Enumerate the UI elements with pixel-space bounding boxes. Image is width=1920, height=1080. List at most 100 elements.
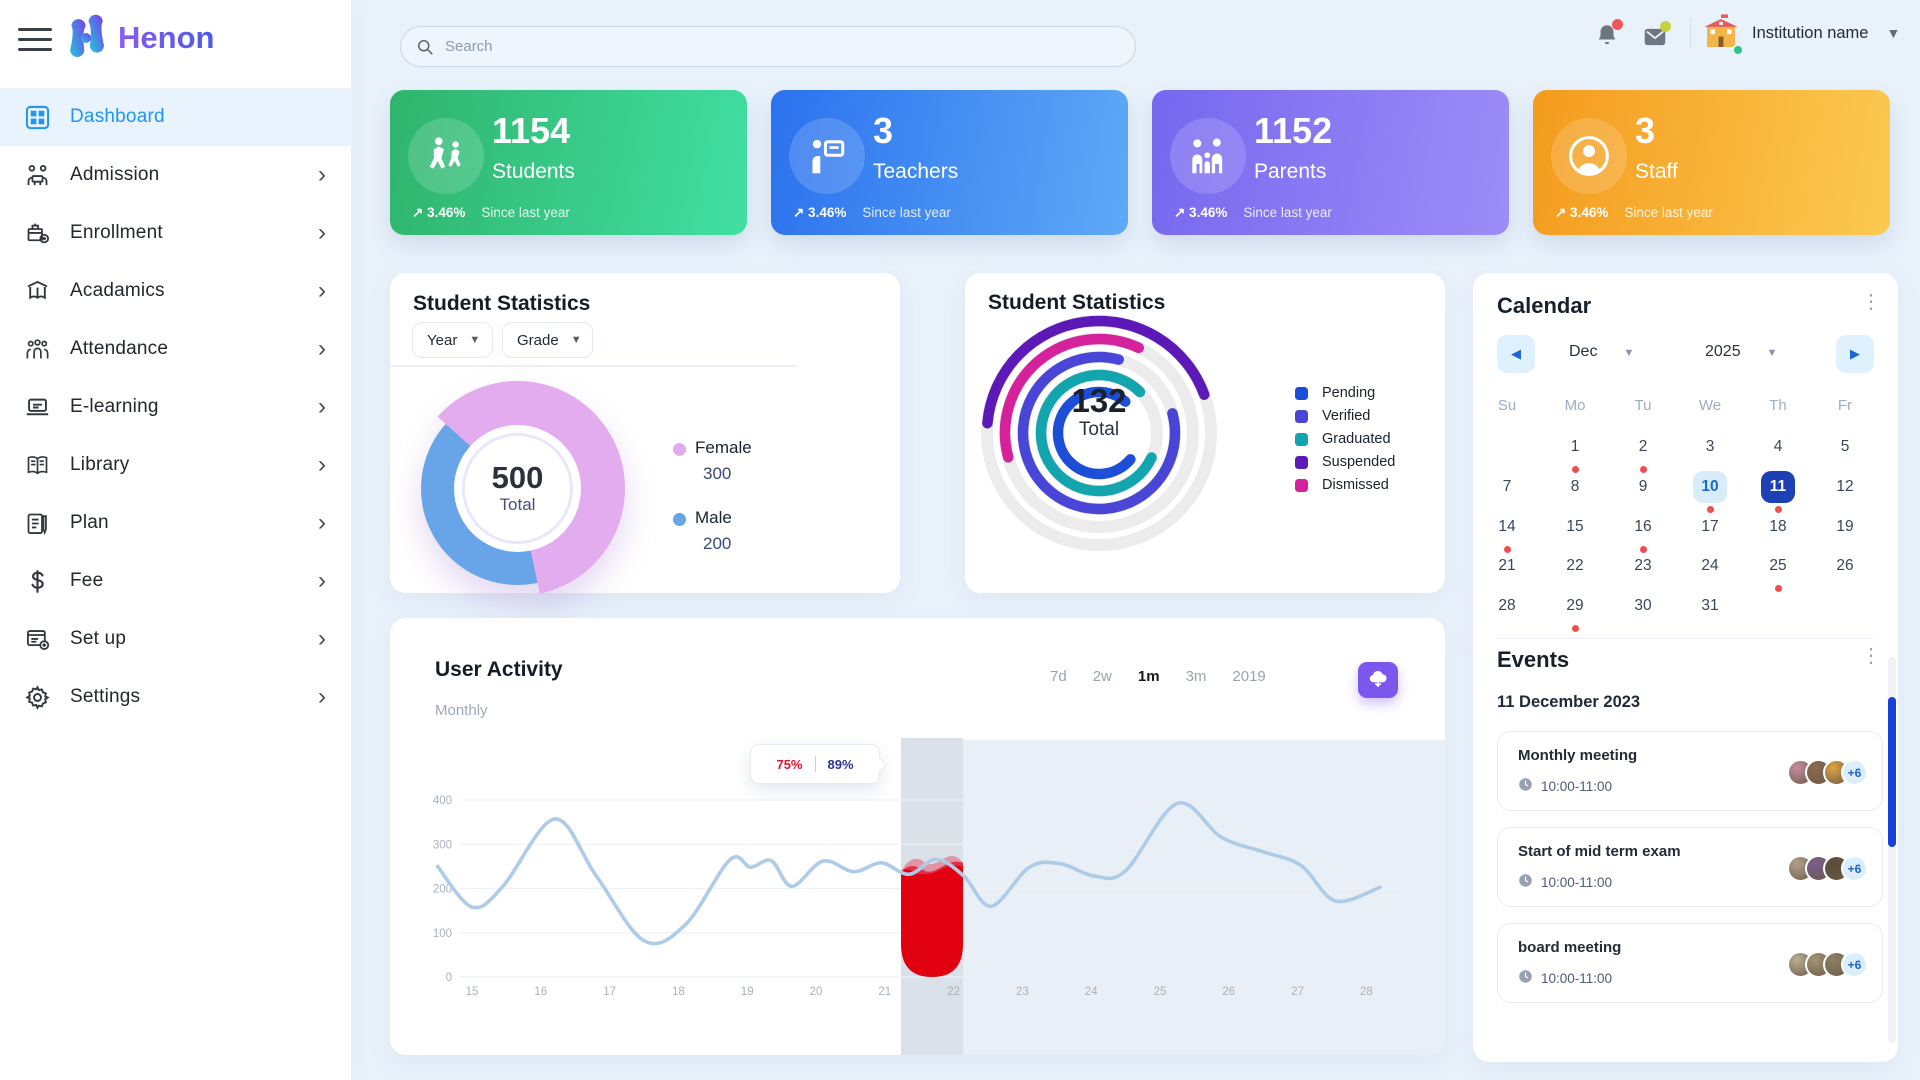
- sidebar-nav: Dashboard Admission › Enrollment › Acadamics ›…: [0, 88, 352, 726]
- sidebar-item-admission[interactable]: Admission ›: [0, 146, 352, 204]
- x-tick-label: 26: [1222, 986, 1235, 998]
- legend-swatch: [1295, 432, 1308, 446]
- calendar-day-5[interactable]: 5: [1840, 438, 1850, 455]
- stat-card-parents[interactable]: 1152 Parents ↗ 3.46% Since last year: [1152, 90, 1509, 235]
- calendar-day-22[interactable]: 22: [1566, 557, 1584, 574]
- calendar-day-19[interactable]: 19: [1836, 518, 1854, 535]
- event-dot: [1571, 466, 1579, 473]
- calendar-day-8[interactable]: 8: [1570, 478, 1580, 495]
- event-time: 10:00-11:00: [1518, 873, 1612, 891]
- sidebar-item-fee[interactable]: Fee ›: [0, 552, 352, 610]
- x-tick-label: 22: [947, 986, 960, 998]
- range-1m[interactable]: 1m: [1137, 668, 1160, 685]
- sidebar-item-set-up[interactable]: Set up ›: [0, 610, 352, 668]
- stat-delta: ↗ 3.46%: [412, 205, 466, 220]
- calendar-day-12[interactable]: 12: [1836, 478, 1854, 495]
- range-2w[interactable]: 2w: [1092, 668, 1112, 685]
- calendar-day-26[interactable]: 26: [1836, 557, 1854, 574]
- legend-value: 200: [703, 534, 732, 553]
- calendar-day-14[interactable]: 14: [1498, 518, 1516, 535]
- sidebar-item-acadamics[interactable]: Acadamics ›: [0, 262, 352, 320]
- calendar-day-7[interactable]: 7: [1502, 478, 1512, 495]
- selected-day-bar: [901, 861, 963, 977]
- sidebar-item-attendance[interactable]: Attendance ›: [0, 320, 352, 378]
- messages-mail-icon[interactable]: [1642, 21, 1671, 55]
- calendar-day-11[interactable]: 11: [1761, 471, 1795, 503]
- calendar-day-2[interactable]: 2: [1638, 438, 1648, 455]
- range-2019[interactable]: 2019: [1232, 668, 1266, 685]
- calendar-day-4[interactable]: 4: [1773, 438, 1783, 455]
- stat-footer: ↗ 3.46% Since last year: [1174, 205, 1332, 221]
- sidebar-item-label: Settings: [70, 686, 141, 707]
- calendar-next-button[interactable]: ▶: [1836, 335, 1874, 373]
- sidebar-item-settings[interactable]: Settings ›: [0, 668, 352, 726]
- year-dropdown[interactable]: Year ▼: [412, 322, 493, 358]
- sidebar-item-e-learning[interactable]: E-learning ›: [0, 378, 352, 436]
- calendar-day-31[interactable]: 31: [1701, 597, 1719, 614]
- legend-value: 300: [703, 464, 732, 483]
- legend-swatch: [1295, 409, 1308, 423]
- chevron-right-icon: ›: [318, 393, 326, 420]
- event-card[interactable]: Monthly meeting 10:00-11:00 +6: [1497, 731, 1883, 811]
- calendar-prev-button[interactable]: ◀: [1497, 335, 1535, 373]
- hamburger-menu-icon[interactable]: [18, 28, 54, 52]
- stat-note: Since last year: [1624, 205, 1713, 220]
- event-title: Start of mid term exam: [1518, 843, 1681, 860]
- y-tick-label: 100: [433, 928, 452, 940]
- calendar-day-10[interactable]: 10: [1693, 471, 1727, 503]
- x-tick-label: 25: [1154, 986, 1167, 998]
- calendar-kebab-menu-icon[interactable]: ⋮: [1861, 291, 1881, 313]
- year-dropdown-calendar[interactable]: 2025 ▼: [1705, 343, 1778, 360]
- institution-menu[interactable]: Institution name ▼: [1700, 12, 1900, 56]
- calendar-day-21[interactable]: 21: [1498, 557, 1516, 574]
- x-tick-label: 15: [466, 986, 479, 998]
- chevron-down-icon: ▼: [469, 334, 481, 346]
- sidebar-item-enrollment[interactable]: Enrollment ›: [0, 204, 352, 262]
- calendar-day-23[interactable]: 23: [1634, 557, 1652, 574]
- chart-tooltip: 75% 89%: [750, 744, 880, 784]
- event-card[interactable]: board meeting 10:00-11:00 +6: [1497, 923, 1883, 1003]
- calendar-day-3[interactable]: 3: [1705, 438, 1715, 455]
- calendar-day-24[interactable]: 24: [1701, 557, 1719, 574]
- notifications-bell-icon[interactable]: [1594, 19, 1623, 53]
- stat-card-teachers[interactable]: 3 Teachers ↗ 3.46% Since last year: [771, 90, 1128, 235]
- stat-card-students[interactable]: 1154 Students ↗ 3.46% Since last year: [390, 90, 747, 235]
- calendar-day-18[interactable]: 18: [1769, 518, 1787, 535]
- stat-delta: ↗ 3.46%: [793, 205, 847, 220]
- calendar-day-15[interactable]: 15: [1566, 518, 1584, 535]
- calendar-day-1[interactable]: 1: [1570, 438, 1580, 455]
- sidebar-item-label: Attendance: [70, 338, 169, 359]
- grade-dropdown[interactable]: Grade ▼: [502, 322, 593, 358]
- search-bar[interactable]: [400, 26, 1136, 67]
- calendar-day-9[interactable]: 9: [1638, 478, 1648, 495]
- range-3m[interactable]: 3m: [1185, 668, 1207, 685]
- clock-icon: [1518, 873, 1533, 891]
- scrollbar-thumb[interactable]: [1888, 697, 1896, 847]
- legend-label: Pending: [1322, 385, 1376, 401]
- calendar-day-30[interactable]: 30: [1634, 597, 1652, 614]
- stat-card-staff[interactable]: 3 Staff ↗ 3.46% Since last year: [1533, 90, 1890, 235]
- y-tick-label: 300: [433, 839, 452, 851]
- x-tick-label: 17: [603, 986, 616, 998]
- event-dot: [1774, 506, 1782, 513]
- staff-icon: [1551, 118, 1627, 194]
- calendar-day-29[interactable]: 29: [1566, 597, 1584, 614]
- x-tick-label: 16: [534, 986, 547, 998]
- range-7d[interactable]: 7d: [1050, 668, 1067, 685]
- event-card[interactable]: Start of mid term exam 10:00-11:00 +6: [1497, 827, 1883, 907]
- calendar-day-17[interactable]: 17: [1701, 518, 1719, 535]
- events-kebab-menu-icon[interactable]: ⋮: [1861, 645, 1881, 667]
- calendar-day-16[interactable]: 16: [1634, 518, 1652, 535]
- sidebar-item-library[interactable]: Library ›: [0, 436, 352, 494]
- search-input[interactable]: [445, 38, 1085, 55]
- calendar-day-25[interactable]: 25: [1769, 557, 1787, 574]
- rings-total: 132: [1071, 382, 1127, 419]
- sidebar-item-plan[interactable]: Plan ›: [0, 494, 352, 552]
- calendar-day-28[interactable]: 28: [1498, 597, 1516, 614]
- sidebar-item-dashboard[interactable]: Dashboard: [0, 88, 352, 146]
- legend-item-dismissed: Dismissed: [1295, 477, 1395, 493]
- sidebar-item-label: Admission: [70, 164, 160, 185]
- export-download-button[interactable]: [1358, 662, 1398, 698]
- month-dropdown[interactable]: Dec ▼: [1569, 343, 1635, 360]
- scrollbar-track[interactable]: [1888, 657, 1896, 1043]
